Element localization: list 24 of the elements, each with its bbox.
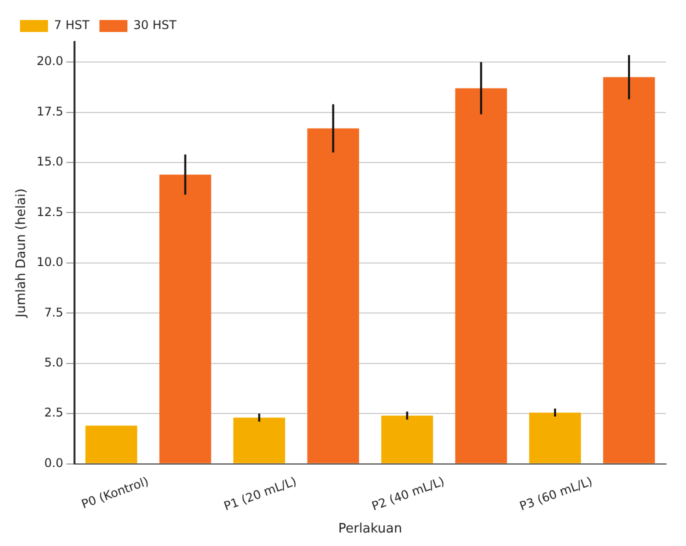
y-tick-label: 17.5 bbox=[36, 104, 64, 118]
bar bbox=[603, 77, 655, 464]
legend-label: 30 HST bbox=[133, 18, 178, 32]
x-tick-label: P3 (60 mL/L) bbox=[518, 474, 594, 514]
bar bbox=[85, 426, 138, 464]
y-tick-label: 2.5 bbox=[44, 406, 64, 420]
y-tick-label: 10.0 bbox=[36, 255, 64, 270]
x-tick-label: P1 (20 mL/L) bbox=[222, 474, 298, 514]
y-tick-label: 12.5 bbox=[36, 204, 64, 219]
y-tick-label: 20.0 bbox=[36, 54, 64, 68]
bar bbox=[159, 174, 212, 464]
y-tick-label: 0.0 bbox=[44, 456, 64, 470]
y-axis-title: Jumlah Daun (helai) bbox=[14, 188, 30, 318]
bar bbox=[381, 416, 434, 464]
bar bbox=[529, 412, 581, 464]
x-axis-title: Perlakuan bbox=[338, 522, 402, 537]
bar bbox=[307, 128, 360, 464]
y-tick-label: 5.0 bbox=[44, 355, 64, 370]
bar bbox=[455, 88, 507, 464]
y-tick-label: 15.0 bbox=[36, 154, 64, 169]
y-tick-label: 7.5 bbox=[44, 305, 64, 320]
bar bbox=[233, 418, 286, 464]
x-tick-label: P2 (40 mL/L) bbox=[370, 474, 446, 514]
legend-label: 7 HST bbox=[54, 18, 90, 32]
